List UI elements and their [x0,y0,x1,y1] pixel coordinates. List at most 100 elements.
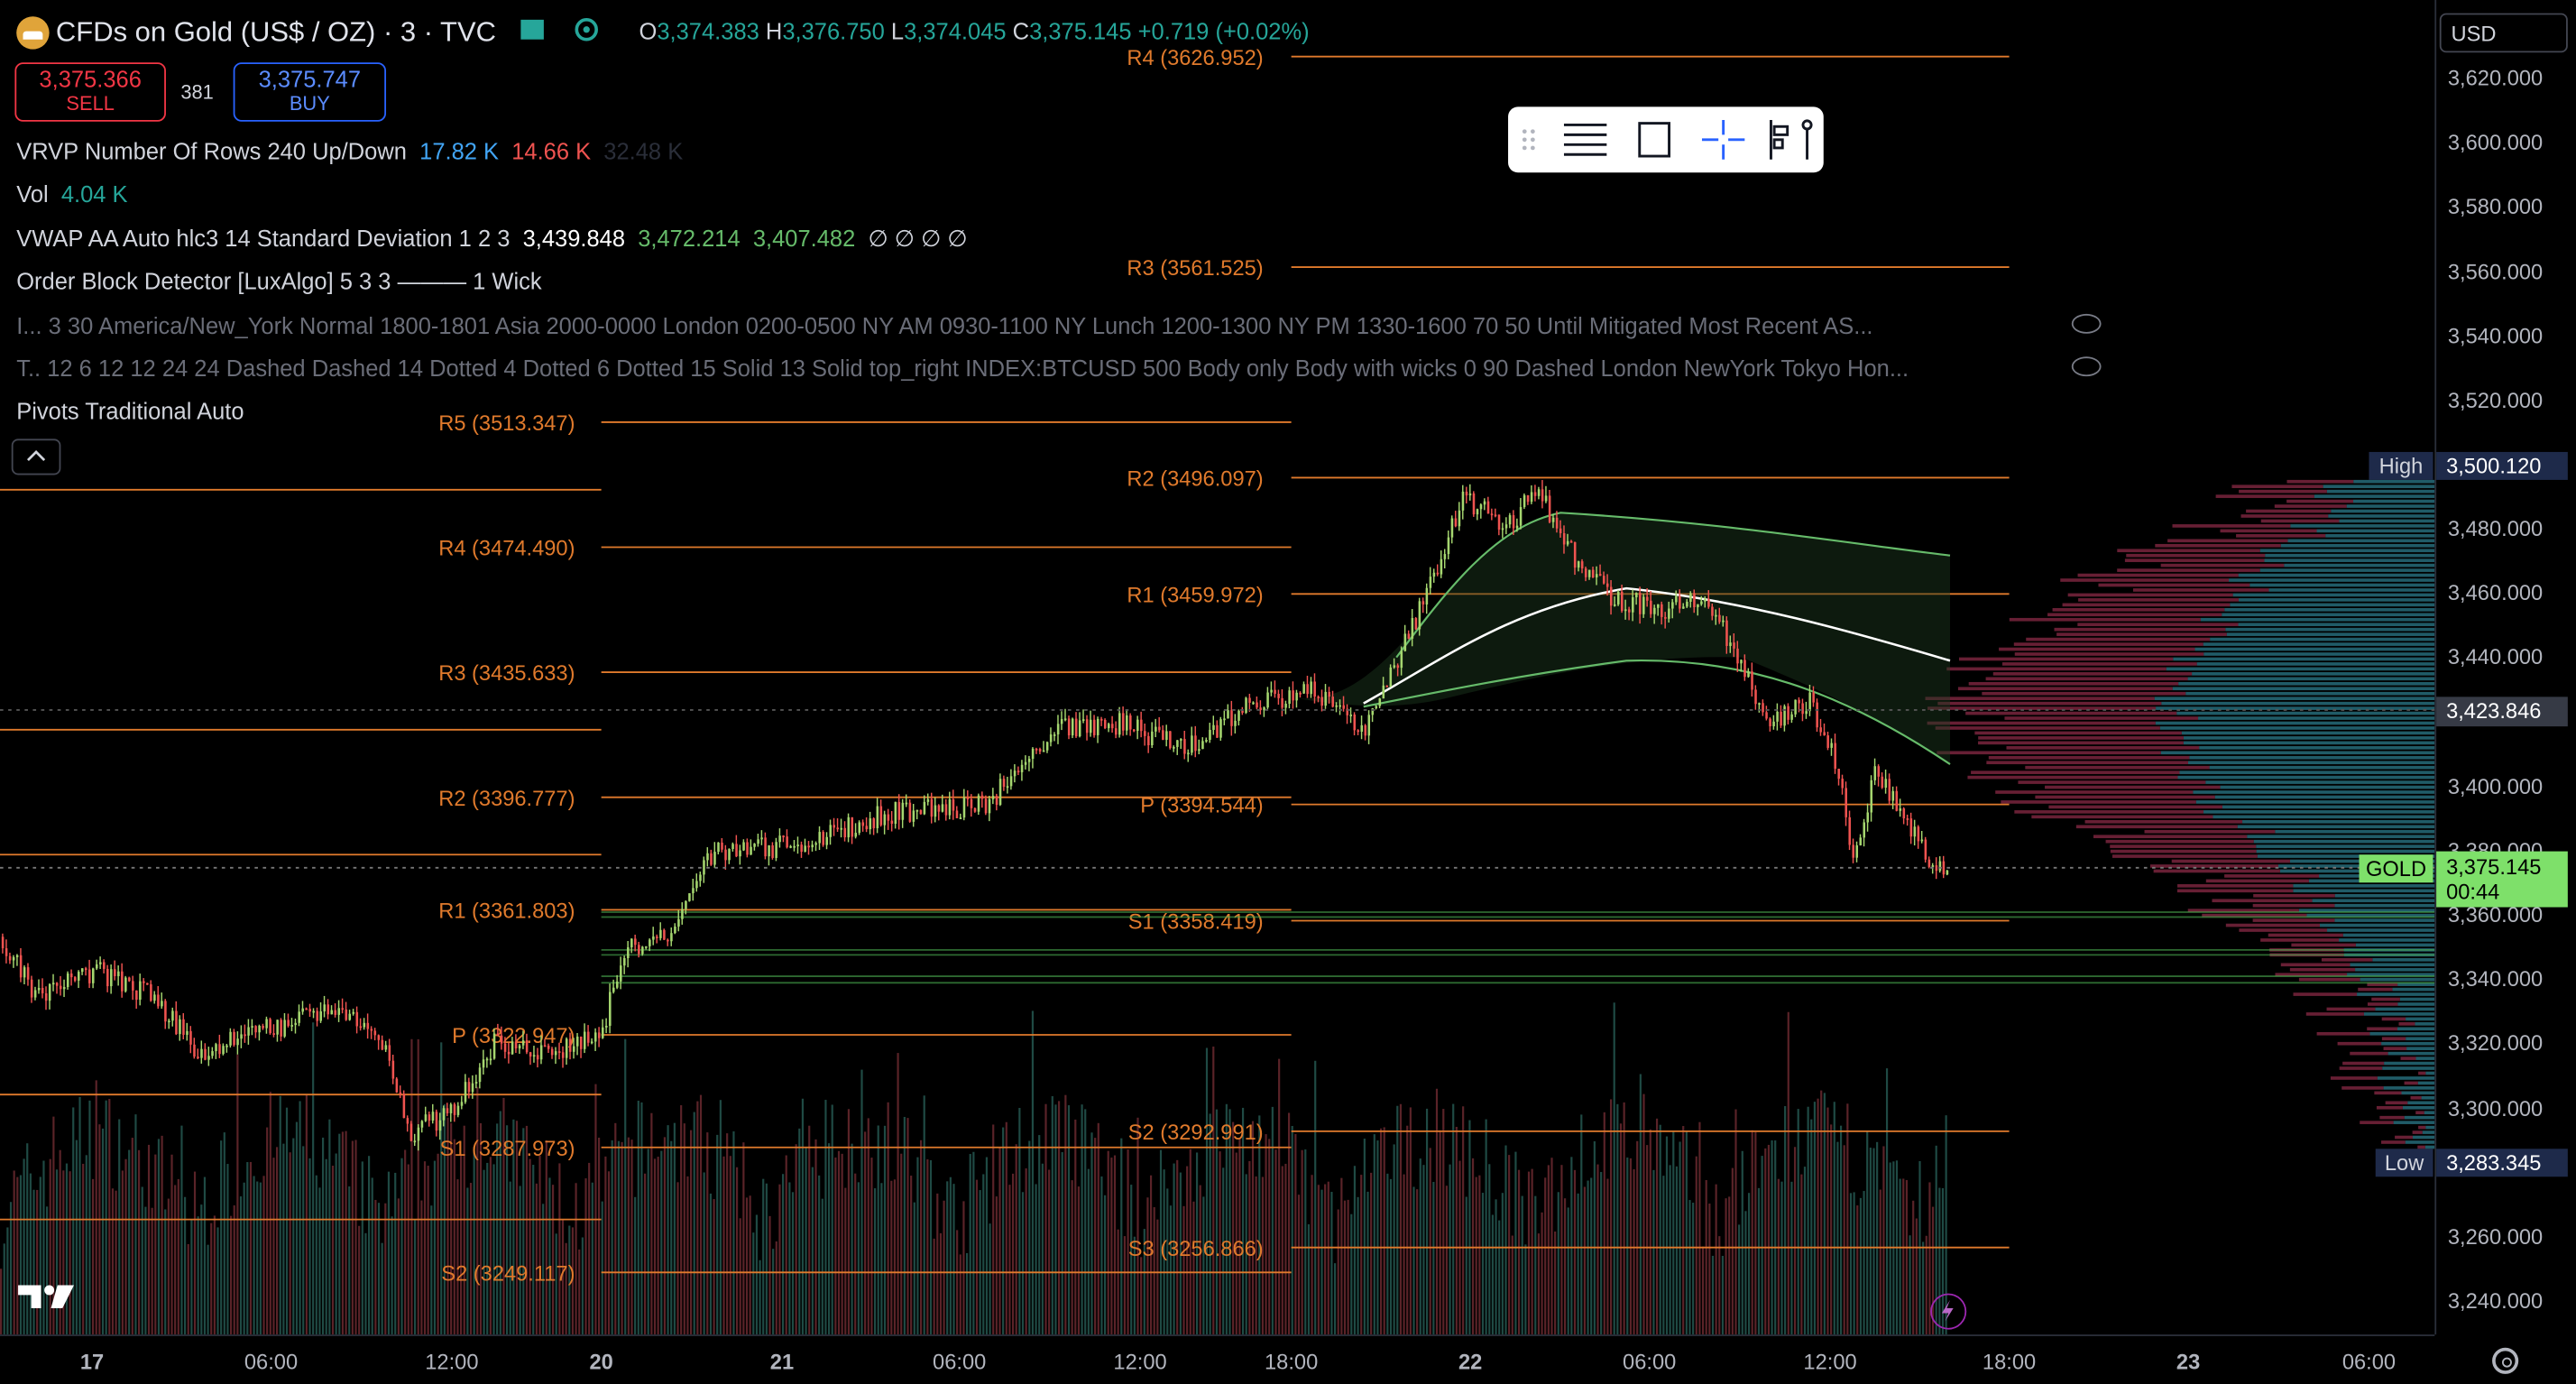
volume-bar [805,1147,807,1335]
candle-body [1335,705,1338,707]
candle-body [1743,660,1746,678]
volume-bar [407,1164,409,1335]
volume-bar [147,1144,151,1335]
tradingview-logo-icon[interactable] [18,1282,78,1320]
candle-body [1762,703,1764,713]
candle-body [1559,528,1562,533]
hidden-eye-icon[interactable] [2071,356,2102,377]
volume-bar [499,1111,501,1335]
price-tick: 3,260.000 [2447,1223,2544,1250]
volume-bar [1307,1223,1311,1335]
candle-body [511,1041,514,1055]
candle-body [1605,583,1609,587]
buy-button[interactable]: 3,375.747 BUY [233,62,387,122]
profile-bar-up [2256,844,2435,848]
candle-body [1801,703,1804,715]
lightning-icon[interactable] [1930,1293,1967,1330]
indicator-pivots[interactable]: Pivots Traditional Auto [16,397,244,424]
profile-bar-up [2399,997,2435,1001]
currency-select[interactable]: USD [2439,13,2568,53]
volume-bar [226,1164,229,1335]
candle-body [645,946,648,948]
candle-body [269,1019,271,1034]
volume-bar [778,1184,781,1335]
volume-bar [509,1181,511,1335]
profile-bar-up [2306,913,2435,918]
volume-bar [259,1182,262,1335]
candle-body [742,842,745,851]
volume-bar [466,1187,469,1335]
volume-bar [821,1198,823,1335]
flag-icon[interactable] [520,19,544,40]
candle-body [1158,726,1161,731]
profile-bar-down [2018,780,2206,784]
volume-bar [1567,1207,1569,1335]
volume-bar [1547,1165,1550,1335]
pivot-label-right: R3 (3561.525) [1127,257,1263,281]
indicator-vwap[interactable]: VWAP AA Auto hlc3 14 Standard Deviation … [16,225,968,252]
candle-body [944,804,948,816]
symbol-title[interactable]: CFDs on Gold (US$ / OZ) · 3 · TVC [55,16,497,48]
volume-bar [45,1206,49,1335]
volume-bar [1054,1104,1057,1335]
volume-bar [239,1196,243,1335]
volume-bar [1869,1148,1872,1335]
profile-bar-down [1957,687,2173,691]
volume-bar [752,1232,755,1335]
indicator-vrvp[interactable]: VRVP Number Of Rows 240 Up/Down 17.82 K … [16,138,684,165]
candle-body [778,835,781,843]
candle-body [1697,604,1699,608]
crosshair-tool-icon[interactable] [1701,119,1745,160]
candle-body [1881,776,1884,789]
indicator-order-block[interactable]: Order Block Detector [LuxAlgo] 5 3 3 ———… [16,267,542,295]
time-axis[interactable] [0,1334,2435,1384]
volume-bar [496,1123,499,1335]
volume-bar [249,1161,253,1335]
drag-handle-icon[interactable] [1522,129,1535,151]
volume-bar [91,1178,95,1335]
volume-bar [456,1179,459,1335]
volume-bar [611,1139,613,1335]
profile-bar-down [2381,1017,2406,1021]
volume-bar [216,1227,219,1335]
candle-body [796,844,799,847]
indicator-volume[interactable]: Vol 4.04 K [16,180,128,208]
candle-body [1931,865,1935,867]
profile-bar-up [2275,829,2435,834]
volume-bar [253,1176,255,1335]
candle-body [822,832,824,845]
collapse-legend-button[interactable] [11,438,61,475]
candle-body [1103,720,1107,729]
gear-icon[interactable] [2492,1347,2519,1374]
indicator-ict-killzones[interactable]: T.. 12 6 12 12 24 24 Dashed Dashed 14 Do… [16,355,1909,382]
indicator-sessions[interactable]: I... 3 30 America/New_York Normal 1800-1… [16,312,1873,339]
volume-bar [1445,1186,1449,1335]
profile-bar-up [2326,489,2435,494]
profile-bar-down [2026,637,2211,641]
profile-bar-down [2367,1002,2398,1006]
volume-bar [1741,1150,1743,1335]
candle-body [1367,715,1371,736]
volume-bar [1905,1179,1909,1335]
price-axis[interactable] [2434,0,2576,1335]
volume-bar [1534,1195,1537,1335]
align-tool-icon[interactable] [1770,119,1813,160]
volume-bar [1639,1074,1642,1335]
profile-bar-down [2004,716,2199,720]
candle-body [1805,711,1808,715]
profile-bar-down [2418,1071,2426,1075]
candle-body [1852,844,1854,858]
volume-bar [1452,1103,1455,1335]
line-tool-icon[interactable] [1563,123,1607,156]
time-tick: 06:00 [1623,1349,1677,1374]
candle-body [265,1019,268,1029]
candle-body [1895,790,1899,811]
hidden-eye-icon[interactable] [2071,313,2102,334]
volume-bar [463,1125,465,1335]
sell-button[interactable]: 3,375.366 SELL [14,62,166,122]
candle-body [1216,724,1219,738]
profile-bar-down [2330,1076,2378,1080]
profile-bar-up [2205,780,2435,784]
rectangle-tool-icon[interactable] [1638,122,1670,158]
